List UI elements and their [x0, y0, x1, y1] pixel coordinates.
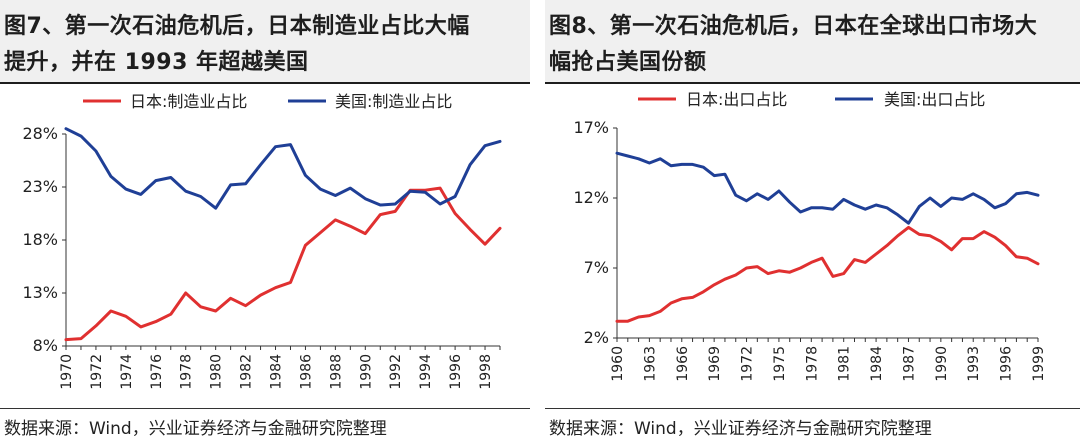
fig8-y-tick-label: 12% [573, 188, 609, 207]
fig7-series-line-usa [64, 127, 502, 210]
fig8-legend-label-usa: 美国:出口占比 [884, 90, 985, 109]
fig8-x-tick-label: 1996 [999, 346, 1015, 382]
fig7-y-tick-label: 23% [22, 177, 58, 196]
fig7-y-tick-label: 18% [22, 230, 58, 249]
fig8-x-tick-label: 1987 [901, 346, 917, 382]
figure-7-title-line2: 提升，并在 1993 年超越美国 [4, 50, 309, 75]
fig8-x-tick-label: 1981 [837, 346, 853, 382]
figure-8-chart: 2% 7% 12% 17% 1960 1963 1966 1969 1972 1975 1978 19… [573, 90, 1047, 382]
fig7-x-tick-label: 1972 [89, 354, 105, 390]
fig7-x-tick-label: 1992 [388, 354, 404, 390]
fig8-y-tick-label: 17% [573, 118, 609, 137]
fig8-x-tick-label: 1963 [642, 346, 658, 382]
fig7-x-tick-label: 1996 [448, 354, 464, 390]
figure-7-title-rule [0, 82, 530, 84]
figure-8-title-line2: 幅抢占美国份额 [549, 50, 707, 75]
fig8-x-tick-label: 1993 [966, 346, 982, 382]
fig7-y-tick-label: 28% [22, 124, 58, 143]
fig8-x-tick-label: 1969 [707, 346, 723, 382]
figure-8-title-block: 图8、第一次石油危机后，日本在全球出口市场大 幅抢占美国份额 [545, 0, 1080, 82]
fig7-x-tick-label: 1988 [328, 354, 344, 390]
fig8-x-tick-label: 1966 [675, 346, 691, 382]
figure-8-title-rule [545, 82, 1080, 84]
figure-7-source-rule [0, 408, 530, 409]
figure-7-source: 数据来源：Wind，兴业证券经济与金融研究院整理 [4, 419, 387, 439]
fig8-x-tick-label: 1972 [740, 346, 756, 382]
fig7-legend-label-usa: 美国:制造业占比 [335, 92, 452, 111]
fig8-x-tick-label: 1999 [1031, 346, 1047, 382]
fig7-x-tick-label: 1984 [269, 354, 285, 390]
figure-8-source: 数据来源：Wind，兴业证券经济与金融研究院整理 [549, 419, 932, 439]
figure-7-title-block: 图7、第一次石油危机后，日本制造业占比大幅 提升，并在 1993 年超越美国 [0, 0, 530, 82]
fig8-y-tick-label: 7% [584, 258, 609, 277]
fig7-y-tick-label: 13% [22, 283, 58, 302]
fig7-x-tick-label: 1980 [209, 354, 225, 390]
fig8-x-tick-label: 1990 [934, 346, 950, 382]
fig8-x-tick-label: 1960 [610, 346, 626, 382]
fig7-x-tick-label: 1998 [478, 354, 494, 390]
fig7-x-tick-label: 1976 [149, 354, 165, 390]
figure-8-panel: 图8、第一次石油危机后，日本在全球出口市场大 幅抢占美国份额 2% 7% 12% 17… [545, 0, 1080, 446]
fig7-y-tick-label: 8% [33, 336, 58, 355]
fig7-x-tick-label: 1978 [179, 354, 195, 390]
fig7-x-tick-label: 1994 [418, 354, 434, 390]
figure-7-title-line1: 图7、第一次石油危机后，日本制造业占比大幅 [4, 14, 470, 39]
fig8-legend-label-japan: 日本:出口占比 [686, 90, 787, 109]
figure-8-source-rule [545, 408, 1080, 409]
figure-7-panel: 图7、第一次石油危机后，日本制造业占比大幅 提升，并在 1993 年超越美国 8… [0, 0, 530, 446]
fig7-x-tick-label: 1990 [358, 354, 374, 390]
fig7-series-line-japan [64, 186, 502, 342]
fig8-x-tick-label: 1975 [772, 346, 788, 382]
fig8-x-tick-label: 1978 [804, 346, 820, 382]
fig8-series-line-japan [615, 225, 1040, 323]
figure-7-chart: 8% 13% 18% 23% 28% 1970 1972 1974 1976 1978 1980 19… [22, 92, 502, 390]
figure-8-title-line1: 图8、第一次石油危机后，日本在全球出口市场大 [549, 14, 1038, 39]
fig8-x-tick-label: 1984 [869, 346, 885, 382]
fig7-x-tick-label: 1970 [59, 354, 75, 390]
fig7-x-tick-label: 1974 [119, 354, 135, 390]
fig8-y-tick-label: 2% [584, 328, 609, 347]
fig7-legend-label-japan: 日本:制造业占比 [130, 92, 247, 111]
fig8-series-line-usa [615, 151, 1040, 225]
fig7-x-tick-label: 1982 [239, 354, 255, 390]
fig7-x-tick-label: 1986 [298, 354, 314, 390]
